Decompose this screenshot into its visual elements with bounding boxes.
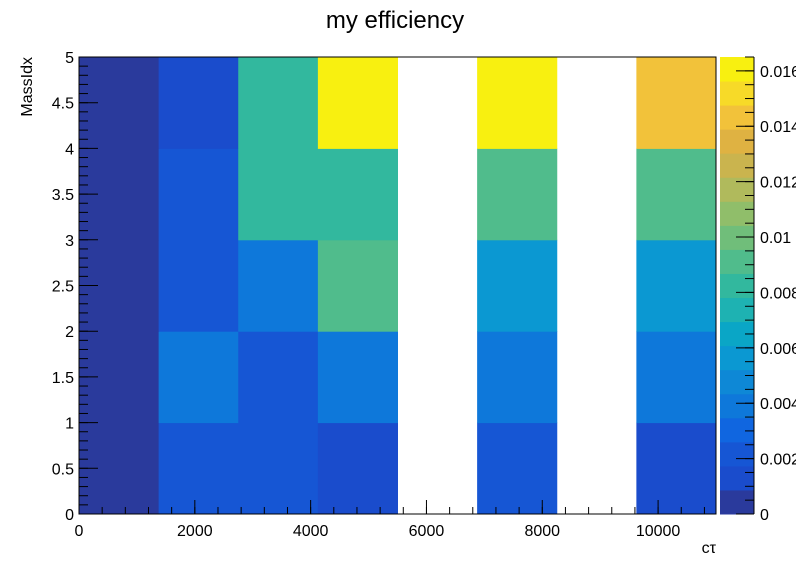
colorbar-tick-label: 0.002 [760,452,796,469]
heatmap-cell [238,422,319,515]
colorbar-tick-label: 0.004 [760,396,796,413]
colorbar-tick-label: 0.008 [760,285,796,302]
heatmap-cell [158,239,239,332]
heatmap-cell [317,148,398,241]
y-axis-label: MassIdx [19,57,36,117]
heatmap-cell [636,148,717,241]
y-tick-label: 1 [65,416,74,433]
colorbar-segment [720,273,754,299]
heatmap-cell [477,239,558,332]
x-tick-label: 10000 [636,523,681,540]
y-tick-label: 4.5 [52,96,74,113]
y-tick-label: 1.5 [52,370,74,387]
heatmap-cell [317,57,398,149]
chart-title: my efficiency [326,7,464,34]
y-tick-label: 0.5 [52,461,74,478]
y-axis: 0 0.5 1 1.5 2 2.5 3 3.5 4 4.5 5 [52,50,98,524]
y-tick-label: 2 [65,324,74,341]
y-tick-label: 5 [65,50,74,67]
heatmap-cell [158,57,239,149]
colorbar-tick-label: 0 [760,507,769,524]
y-tick-label: 4 [65,141,74,158]
colorbar-segment [720,129,754,154]
x-tick-label: 6000 [409,523,445,540]
x-tick-label: 4000 [293,523,329,540]
y-tick-label: 0 [65,507,74,524]
colorbar-segment [720,345,754,371]
heatmap-cell [317,239,398,332]
heatmap-cell [636,57,717,149]
heatmap-cell [238,239,319,332]
colorbar-tick-label: 0.012 [760,175,796,192]
colorbar-tick-label: 0.006 [760,341,796,358]
heatmap-cell [317,422,398,515]
heatmap-cell [158,331,239,424]
colorbar-segment [720,249,754,274]
color-scale-bar: 0 0.002 0.004 0.006 0.008 0.01 0.012 0.014 0.016 [720,56,796,524]
heatmap-cell [477,148,558,241]
heatmap-cell [238,57,319,149]
heatmap-cell [158,422,239,515]
heatmap-cell [477,331,558,424]
heatmap-cell [636,239,717,332]
heatmap-cell [158,148,239,241]
x-axis: 0 2000 4000 6000 8000 10000 [75,500,705,540]
colorbar-tick-label: 0.01 [760,230,791,247]
x-tick-label: 0 [75,523,84,540]
colorbar-segment [720,177,754,202]
heatmap-cell [238,331,319,424]
colorbar-tick-label: 0.016 [760,64,796,81]
heatmap-cell [317,331,398,424]
y-tick-label: 3.5 [52,187,74,204]
heatmap-cell [636,331,717,424]
colorbar-segment [720,105,754,130]
x-axis-label: cτ [702,540,717,557]
colorbar-segment [720,441,754,467]
y-tick-label: 2.5 [52,279,74,296]
heatmap-cell [477,57,558,149]
colorbar-segment [720,489,754,515]
colorbar-tick-label: 0.014 [760,119,796,136]
colorbar-segment [720,153,754,178]
heatmap-cells [79,57,717,515]
x-tick-label: 8000 [524,523,560,540]
x-tick-label: 2000 [177,523,213,540]
heatmap-cell [238,148,319,241]
heatmap-cell [636,422,717,515]
y-tick-label: 3 [65,233,74,250]
colorbar-segment [720,57,754,82]
colorbar-segment [720,417,754,443]
colorbar-segment [720,201,754,226]
colorbar-segment [720,225,754,250]
colorbar-segment [720,297,754,323]
colorbar-segment [720,393,754,419]
heatmap-cell [477,422,558,515]
colorbar-segment [720,369,754,395]
